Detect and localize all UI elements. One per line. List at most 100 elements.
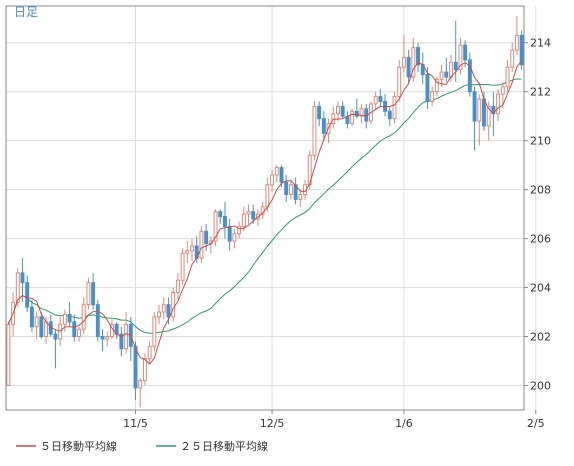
candle-body [317,105,322,120]
candle-up [496,89,501,122]
y-tick-label: 202 [530,331,551,344]
legend-item-ma5: ５日移動平均線 [16,439,117,453]
candle-body [340,105,345,117]
candle-body [20,272,25,284]
candle-down [321,111,326,141]
y-tick-label: 214 [530,37,551,50]
candle-up [62,309,67,332]
candle-down [420,52,425,85]
candle-body [204,230,209,245]
candle-body [359,108,364,117]
candle-body [434,78,439,93]
candle-body [439,71,444,80]
candle-up [274,165,279,183]
candle-body [180,252,185,281]
y-tick-label: 206 [530,233,551,246]
candle-up [241,206,246,232]
candle-down [416,42,421,73]
candle-down [425,67,430,109]
candle-body [270,174,275,186]
candle-body [53,333,58,340]
candle-body [298,194,303,200]
candle-body [175,279,180,293]
candle-body [265,184,270,208]
candle-body [397,66,402,98]
candle-body [458,44,463,71]
candle-up [350,108,355,126]
candle-up [190,238,194,261]
candle-body [119,333,124,350]
candle-body [190,245,194,252]
candle-body [293,184,298,200]
candle-down [39,312,44,339]
candle-up [401,35,406,73]
candle-down [119,326,124,357]
candle-up [270,170,275,193]
candle-body [401,56,406,68]
candle-down [223,201,227,239]
candle-body [406,56,411,78]
ma25-line [7,78,522,334]
candle-body [467,59,472,93]
candle-body [425,74,430,102]
y-tick-label: 208 [530,184,551,197]
candle-down [100,329,105,352]
legend: ５日移動平均線 ２５日移動平均線 [16,439,268,453]
candle-body [246,211,251,215]
candle-body [86,282,91,306]
candle-up [397,59,402,102]
candle-up [260,201,265,220]
candle-body [496,93,501,115]
y-tick-label: 200 [530,380,551,393]
candle-body [152,316,157,347]
candle-up [161,297,166,320]
candle-body [449,61,453,78]
candle-body [251,211,256,220]
candle-body [321,118,326,134]
candle-down [383,94,388,117]
candle-body [336,105,340,115]
candle-up [147,341,152,364]
candle-body [430,91,435,102]
candle-up [458,37,463,75]
candle-body [411,47,416,78]
candle-body [312,105,317,156]
candle-body [147,345,152,360]
candle-body [241,213,246,227]
candle-down [95,299,100,342]
candle-body [486,105,491,127]
candle-up [359,103,364,124]
candle-up [213,209,218,246]
candle-body [81,304,86,330]
candle-up [246,204,251,224]
candle-down [345,111,350,129]
candle-body [477,98,482,122]
plot-border [5,5,525,411]
candle-down [354,99,359,119]
candle-up [392,91,397,124]
candle-up [373,91,378,109]
ma5-line [7,60,522,365]
candle-up [514,15,519,55]
candle-up [199,226,204,264]
candle-body [519,34,524,66]
candle-body [472,91,477,122]
y-tick-label: 210 [530,135,551,148]
candle-body [482,98,486,127]
x-tick-label: 1/6 [395,417,413,430]
candle-up [138,378,143,408]
candle-body [444,71,449,78]
candle-body [91,282,96,306]
candle-body [213,211,218,242]
chart-title: 日足 [14,5,38,19]
candle-up [434,77,439,97]
candle-down [67,302,72,327]
candle-up [171,287,176,322]
candle-up [185,241,190,264]
candle-body [505,66,510,88]
candle-up [331,106,336,129]
candle-up [6,321,11,387]
candle-body [133,345,138,389]
candle-body [166,304,171,318]
